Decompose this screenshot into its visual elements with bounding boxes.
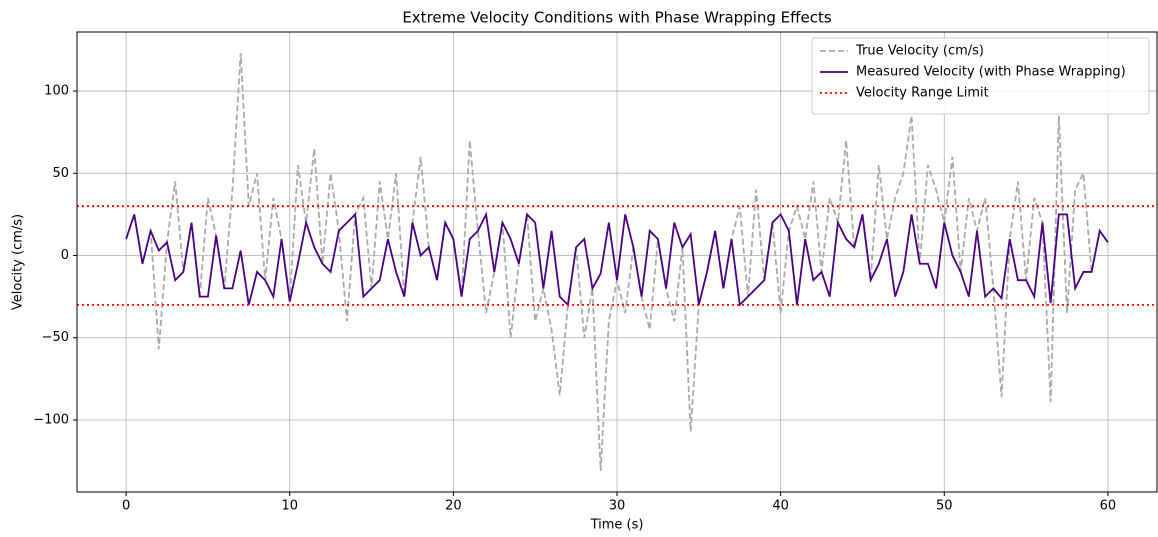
x-tick-label: 50 <box>936 499 953 514</box>
x-tick-label: 40 <box>772 499 789 514</box>
plot-frame <box>76 31 1158 493</box>
x-tick-label: 0 <box>122 499 130 514</box>
x-tick-label: 30 <box>609 499 626 514</box>
legend-label: True Velocity (cm/s) <box>855 44 984 59</box>
y-tick-label: −50 <box>42 330 69 345</box>
legend-label: Velocity Range Limit <box>856 86 989 101</box>
x-tick-label: 60 <box>1100 499 1117 514</box>
y-tick-label: 0 <box>61 248 69 263</box>
y-tick-label: 50 <box>52 166 69 181</box>
series-line <box>125 211 1109 307</box>
y-tick-label: −100 <box>33 412 69 427</box>
x-tick-label: 20 <box>445 499 462 514</box>
x-axis-label: Time (s) <box>590 518 644 533</box>
y-axis-label: Velocity (cm/s) <box>11 214 26 310</box>
x-tick-label: 10 <box>281 499 298 514</box>
legend-box <box>811 37 1150 115</box>
y-tick-label: 100 <box>44 84 69 99</box>
legend-label: Measured Velocity (with Phase Wrapping) <box>856 65 1126 80</box>
chart-title: Extreme Velocity Conditions with Phase W… <box>402 9 832 27</box>
